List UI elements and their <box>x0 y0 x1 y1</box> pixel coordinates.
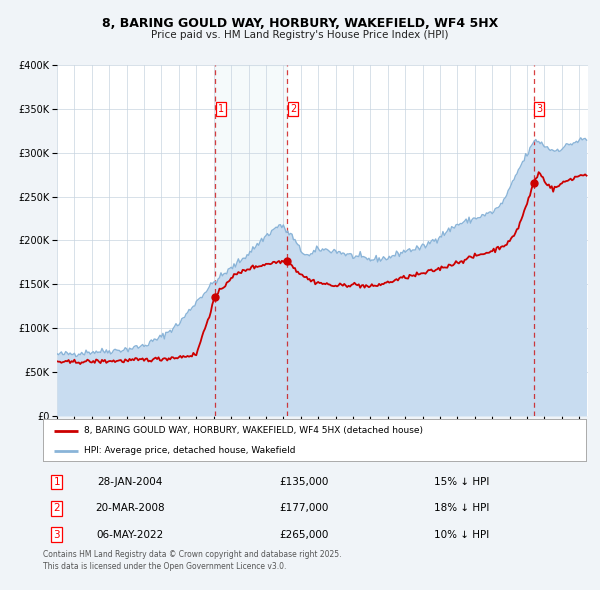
Text: 3: 3 <box>53 530 60 540</box>
Text: 2: 2 <box>53 503 60 513</box>
Bar <box>215 65 287 416</box>
Text: Contains HM Land Registry data © Crown copyright and database right 2025.
This d: Contains HM Land Registry data © Crown c… <box>43 550 342 571</box>
Text: £135,000: £135,000 <box>279 477 329 487</box>
Text: £265,000: £265,000 <box>279 530 329 540</box>
Text: 1: 1 <box>53 477 60 487</box>
Text: 15% ↓ HPI: 15% ↓ HPI <box>434 477 490 487</box>
Text: 20-MAR-2008: 20-MAR-2008 <box>95 503 165 513</box>
Text: £177,000: £177,000 <box>279 503 329 513</box>
Text: 2: 2 <box>290 104 296 114</box>
Text: 3: 3 <box>536 104 542 114</box>
Text: 28-JAN-2004: 28-JAN-2004 <box>97 477 163 487</box>
Text: Price paid vs. HM Land Registry's House Price Index (HPI): Price paid vs. HM Land Registry's House … <box>151 30 449 40</box>
Text: 06-MAY-2022: 06-MAY-2022 <box>97 530 164 540</box>
Text: 18% ↓ HPI: 18% ↓ HPI <box>434 503 490 513</box>
Text: 8, BARING GOULD WAY, HORBURY, WAKEFIELD, WF4 5HX: 8, BARING GOULD WAY, HORBURY, WAKEFIELD,… <box>102 17 498 30</box>
Text: 10% ↓ HPI: 10% ↓ HPI <box>434 530 490 540</box>
Text: HPI: Average price, detached house, Wakefield: HPI: Average price, detached house, Wake… <box>84 446 295 455</box>
Text: 1: 1 <box>218 104 224 114</box>
Text: 8, BARING GOULD WAY, HORBURY, WAKEFIELD, WF4 5HX (detached house): 8, BARING GOULD WAY, HORBURY, WAKEFIELD,… <box>84 427 423 435</box>
